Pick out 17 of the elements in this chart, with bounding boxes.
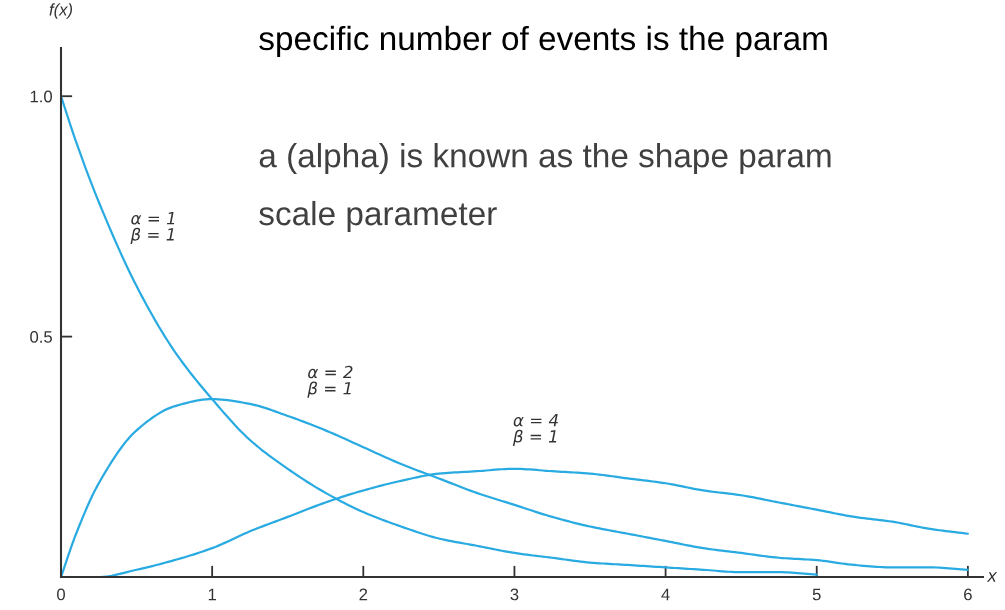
x-tick-label: 0 — [57, 588, 65, 601]
y-tick-label: 1.0 — [30, 90, 53, 103]
series-label: α = 4 β = 1 — [512, 414, 558, 446]
annotation: scale parameter — [259, 200, 497, 233]
x-tick-label: 4 — [661, 588, 670, 601]
x-tick-label: 6 — [964, 588, 972, 601]
x-axis-title: x — [986, 572, 998, 582]
series-label: α = 1 β = 1 — [130, 212, 175, 244]
x-tick-label: 3 — [510, 588, 519, 601]
series-label: α = 2 β = 1 — [307, 365, 353, 398]
y-tick-label: 0.5 — [30, 331, 52, 343]
x-tick-label: 5 — [812, 588, 821, 601]
annotation: a (alpha) is known as the shape param — [259, 142, 831, 175]
x-tick-label: 1 — [208, 588, 216, 601]
x-tick-label: 2 — [359, 588, 368, 601]
annotation: specific number of events is the param — [259, 25, 827, 57]
y-axis-title: f(x) — [49, 3, 73, 19]
